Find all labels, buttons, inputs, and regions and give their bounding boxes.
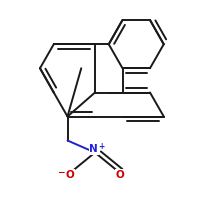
Text: O: O — [66, 170, 74, 180]
Text: N: N — [89, 144, 98, 154]
Text: +: + — [98, 142, 105, 151]
Text: O: O — [116, 170, 124, 180]
Text: −: − — [58, 168, 65, 177]
